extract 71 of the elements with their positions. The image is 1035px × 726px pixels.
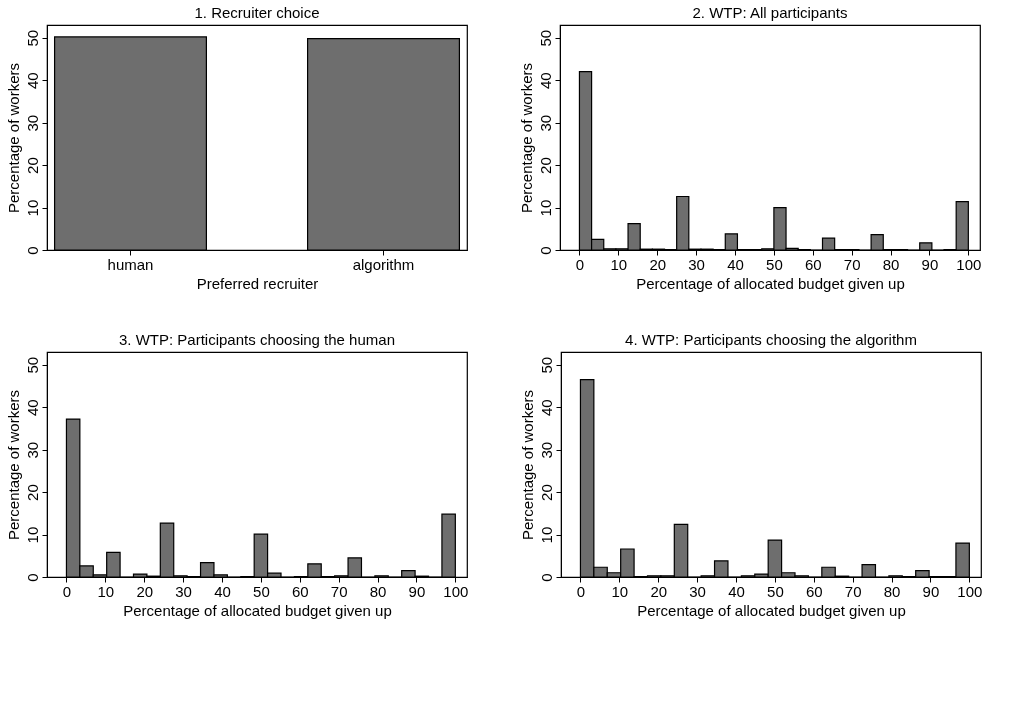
y-tick-label: 20 [537,484,555,501]
x-tick-label: 90 [921,255,939,273]
x-axis-title: Percentage of allocated budget given up [636,274,905,292]
y-tick-label: 0 [23,573,41,582]
y-tick-label: 10 [23,199,41,217]
x-tick-label: 50 [767,582,784,600]
y-tick-label: 50 [536,29,554,47]
x-tick-label: 30 [689,582,706,600]
x-tick-label: 100 [957,582,983,600]
y-tick-label: 40 [23,72,41,90]
x-tick-label: 30 [688,255,705,273]
y-tick-label: 30 [23,114,41,132]
x-tick-label: algorithm [352,255,415,273]
x-axis-title: Percentage of allocated budget given up [637,601,906,619]
x-tick-label: 20 [649,255,667,273]
x-tick-label: 90 [408,582,426,600]
x-tick-label: 70 [844,582,862,600]
y-axis-title: Percentage of workers [517,62,535,214]
x-axis-title: Preferred recruiter [196,274,319,292]
x-tick-label: 20 [650,582,668,600]
y-tick-label: 30 [23,441,41,459]
x-tick-label: 80 [883,582,901,600]
x-tick-label: 20 [136,582,154,600]
y-tick-label: 10 [536,199,554,217]
x-tick-label: 80 [882,255,900,273]
y-tick-label: 0 [536,246,554,255]
x-axis-title: Percentage of allocated budget given up [123,601,392,619]
x-tick-label: 50 [253,582,270,600]
y-tick-label: 50 [23,29,41,47]
x-tick-label: 10 [610,255,628,273]
x-tick-label: 40 [214,582,231,600]
y-tick-label: 20 [23,157,41,174]
x-tick-label: 70 [843,255,861,273]
y-tick-label: 0 [23,246,41,255]
y-tick-label: 40 [536,72,554,90]
y-axis-title: Percentage of workers [518,389,536,541]
y-tick-label: 40 [23,399,41,417]
x-tick-label: 10 [97,582,115,600]
x-tick-label: 30 [175,582,192,600]
y-axis-title: Percentage of workers [4,62,22,214]
x-tick-label: 80 [369,582,387,600]
y-tick-label: 20 [23,484,41,501]
y-tick-label: 10 [537,526,555,544]
chart-title: 4. WTP: Participants choosing the algorithm [625,331,917,348]
y-axis-title: Percentage of workers [4,389,22,541]
x-tick-label: human [107,255,154,273]
x-tick-label: 10 [611,582,629,600]
y-tick-label: 50 [537,356,555,374]
y-tick-label: 10 [23,526,41,544]
chart-title: 1. Recruiter choice [194,4,320,21]
x-tick-label: 0 [62,582,72,600]
y-tick-label: 0 [537,573,555,582]
x-tick-label: 70 [330,582,348,600]
x-tick-label: 40 [728,582,745,600]
x-tick-label: 40 [727,255,744,273]
y-tick-label: 20 [536,157,554,174]
y-tick-label: 30 [536,114,554,132]
y-tick-label: 50 [23,356,41,374]
x-tick-label: 100 [956,255,982,273]
chart-title: 2. WTP: All participants [692,4,848,21]
x-tick-label: 0 [575,255,585,273]
x-tick-label: 60 [805,582,823,600]
y-tick-label: 40 [537,399,555,417]
x-tick-label: 60 [291,582,309,600]
x-tick-label: 50 [766,255,783,273]
x-tick-label: 90 [922,582,940,600]
x-tick-label: 0 [576,582,586,600]
y-tick-label: 30 [537,441,555,459]
x-tick-label: 60 [804,255,822,273]
chart-title: 3. WTP: Participants choosing the human [119,331,395,348]
x-tick-label: 100 [443,582,469,600]
